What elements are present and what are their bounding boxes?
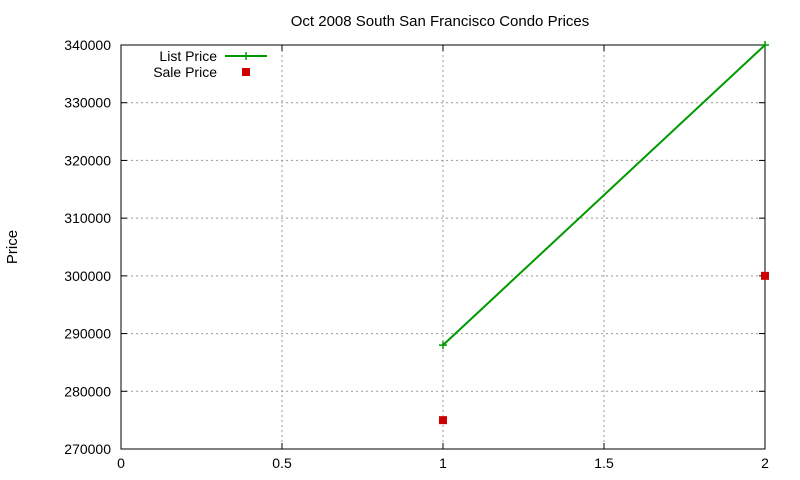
y-tick-label: 270000 xyxy=(64,441,111,457)
data-point xyxy=(761,271,769,280)
y-tick-label: 280000 xyxy=(64,383,111,399)
legend-item: List Price xyxy=(159,48,267,64)
chart-title: Oct 2008 South San Francisco Condo Price… xyxy=(291,13,590,30)
series-layer xyxy=(439,41,769,425)
x-tick-label: 0.5 xyxy=(272,455,292,471)
legend-label: Sale Price xyxy=(153,64,217,80)
y-tick-label: 330000 xyxy=(64,95,111,111)
y-tick-label: 320000 xyxy=(64,152,111,168)
legend-marker xyxy=(242,68,250,76)
series-line xyxy=(442,44,766,346)
legend-item: Sale Price xyxy=(153,64,250,80)
x-tick-label: 1 xyxy=(439,455,447,471)
x-tick-label: 2 xyxy=(761,455,769,471)
x-tick-label: 0 xyxy=(117,455,125,471)
data-point xyxy=(439,341,447,350)
y-axis-label: Price xyxy=(4,230,21,264)
axis-ticks: 0 0.5 1 1.5 2 270000 280000 290000 300000 310000 3… xyxy=(64,37,769,471)
y-tick-label: 300000 xyxy=(64,268,111,284)
y-tick-label: 290000 xyxy=(64,326,111,342)
series-list-price xyxy=(439,41,769,350)
data-point xyxy=(761,41,769,49)
data-point xyxy=(439,416,447,425)
series-sale-price xyxy=(439,271,769,425)
grid-lines xyxy=(121,45,765,449)
x-tick-label: 1.5 xyxy=(594,455,614,471)
y-tick-label: 340000 xyxy=(64,37,111,53)
y-tick-label: 310000 xyxy=(64,210,111,226)
legend-marker xyxy=(242,52,250,60)
legend-label: List Price xyxy=(159,48,217,64)
